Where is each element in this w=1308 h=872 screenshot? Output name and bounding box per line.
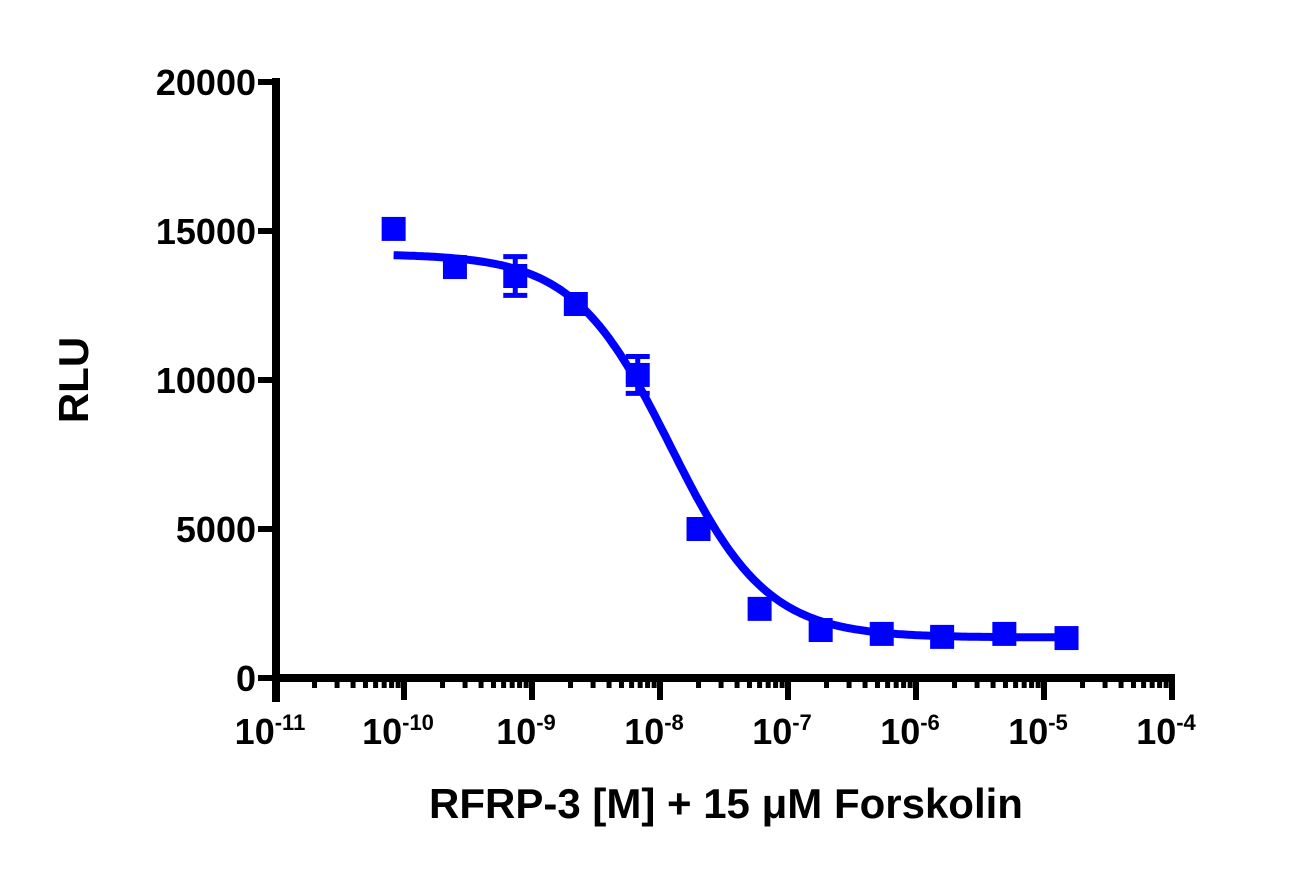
- data-point-square: [930, 624, 955, 649]
- x-tick-label: 10-9: [496, 710, 556, 752]
- x-axis: 10-11 10-10 10-9 10-8 10-7 10-6 10-5 10-4: [235, 674, 1197, 752]
- x-tick-label: 10-6: [880, 710, 940, 752]
- data-point-square: [686, 517, 711, 541]
- data-point-square: [381, 216, 406, 241]
- x-tick-label: 10-7: [752, 710, 812, 752]
- plot-area: [381, 216, 1079, 651]
- y-axis: 0 5000 10000 15000 20000: [156, 62, 280, 702]
- data-points: [381, 216, 1079, 651]
- x-axis-title: RFRP-3 [M] + 15 μM Forskolin: [429, 780, 1023, 827]
- fit-curve: [393, 251, 1068, 642]
- data-point-square: [442, 255, 467, 280]
- y-tick-label: 5000: [176, 509, 256, 550]
- y-tick-label: 15000: [156, 211, 256, 252]
- x-tick-label: 10-8: [624, 710, 684, 752]
- data-point-square: [992, 621, 1017, 646]
- data-point-square: [1054, 626, 1079, 651]
- x-tick-label: 10-5: [1008, 710, 1068, 752]
- data-point-square: [625, 362, 650, 387]
- y-tick-label: 0: [236, 658, 256, 699]
- y-tick-label: 10000: [156, 360, 256, 401]
- x-tick-label: 10-10: [362, 710, 434, 752]
- data-point-square: [747, 596, 772, 621]
- data-point-square: [808, 618, 833, 643]
- x-tick-label: 10-11: [235, 710, 306, 752]
- data-point-square: [503, 263, 528, 288]
- y-tick-label: 20000: [156, 62, 256, 103]
- data-point-square: [869, 621, 894, 646]
- data-point-square: [563, 292, 588, 317]
- y-axis-title: RLU: [50, 337, 97, 423]
- x-tick-label: 10-4: [1136, 710, 1196, 752]
